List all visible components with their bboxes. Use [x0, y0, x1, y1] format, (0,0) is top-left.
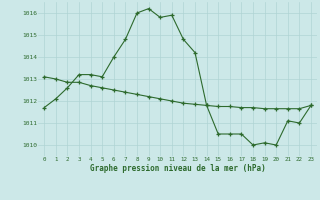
X-axis label: Graphe pression niveau de la mer (hPa): Graphe pression niveau de la mer (hPa)	[90, 164, 266, 173]
